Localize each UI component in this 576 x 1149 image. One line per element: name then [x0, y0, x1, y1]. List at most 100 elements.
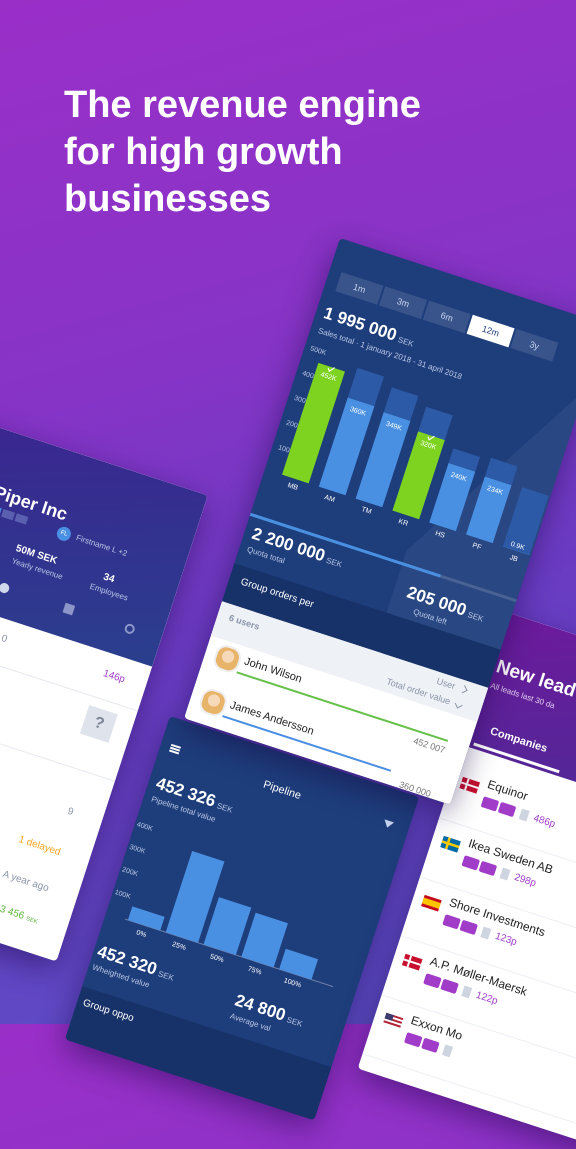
flag-icon — [420, 894, 442, 912]
value-label: 0.9K — [510, 541, 526, 552]
y-tick-label: 400K — [301, 370, 319, 382]
x-tick-label: 75% — [247, 966, 262, 977]
y-tick-label: 400K — [136, 821, 154, 833]
headline-line: businesses — [64, 178, 271, 220]
value-label: 360K — [349, 406, 367, 418]
tasks: 9 — [66, 805, 75, 819]
leads-card: New lead All leads last 30 da Companies … — [357, 612, 576, 1149]
value-label: 452K — [320, 371, 338, 383]
deal-amount: 3 456 — [0, 903, 26, 922]
flag-icon — [382, 1012, 404, 1030]
deal-unit: SEK — [25, 916, 39, 926]
badge — [442, 914, 461, 930]
flag-icon — [401, 953, 423, 971]
value-label: 234K — [486, 485, 504, 497]
headline-line: The revenue engine — [64, 84, 421, 126]
badge — [461, 855, 481, 871]
x-tick-label: 25% — [171, 941, 186, 952]
y-tick-label: 100K — [114, 889, 132, 901]
doc-icon — [518, 808, 530, 822]
delayed: 1 delayed — [17, 834, 62, 859]
pipeline-chart: 100K 200K 300K 400K 0% 25% 50% 75% 100% — [114, 821, 334, 989]
doc-icon — [461, 985, 473, 999]
lead-score: 123p — [493, 930, 519, 949]
bar — [165, 850, 225, 943]
last-activity: A year ago — [1, 868, 51, 895]
bar — [241, 912, 288, 968]
company-header — [0, 412, 208, 667]
bar — [502, 546, 530, 556]
x-tick-label: MB — [287, 482, 299, 492]
headline-line: for high growth — [64, 131, 343, 173]
unit: SEK — [156, 969, 175, 983]
value-label: 240K — [450, 472, 468, 484]
avatar — [211, 642, 244, 676]
lead-row[interactable]: A.P. Møller-Maersk 122p — [381, 939, 576, 1076]
badge — [440, 978, 459, 995]
deal-value: 3 456 SEK — [0, 904, 40, 927]
target-bar — [502, 487, 549, 556]
value-label: 320K — [419, 440, 437, 452]
x-tick-label: 0% — [135, 929, 147, 939]
count: 0 — [0, 632, 9, 646]
points: 146p — [101, 668, 127, 686]
headline: The revenue engine for high growth busin… — [64, 82, 421, 223]
bar — [282, 362, 345, 484]
badge — [478, 860, 498, 877]
flag — [460, 781, 479, 789]
x-tick-label: KR — [397, 518, 408, 528]
check-icon — [427, 435, 435, 441]
flag — [403, 958, 422, 966]
y-tick-label: 200K — [121, 866, 139, 878]
sales-card: 1m 3m 6m 12m 3y 1 995 000SEK Sales total · 1… — [183, 238, 576, 805]
badge — [459, 919, 479, 936]
y-tick-label: 200K — [285, 420, 303, 432]
badge — [423, 973, 442, 989]
badge — [480, 796, 500, 812]
badge — [403, 1032, 423, 1048]
y-tick-label: 300K — [293, 395, 311, 407]
doc-icon — [499, 867, 511, 881]
bar — [355, 412, 411, 508]
lead-row[interactable]: Equinor 486p — [438, 762, 576, 899]
pipeline-card: Pipeline 452 326SEK Pipeline total value… — [64, 716, 420, 1121]
check-icon — [327, 367, 335, 373]
unit: SEK — [325, 555, 344, 570]
doc-icon — [442, 1044, 454, 1058]
y-tick-label: 100K — [277, 444, 295, 456]
x-tick-label: JB — [509, 554, 519, 563]
x-tick-label: 100% — [283, 977, 302, 989]
flag — [421, 897, 441, 909]
bar — [466, 476, 512, 544]
lead-row[interactable]: Ikea Sweden AB 298p — [419, 821, 576, 958]
x-tick-label: TM — [360, 506, 372, 516]
sales-chart: 100K 200K 300K 400K 500K 452K MB 360K AM 349K TM 32… — [277, 345, 549, 564]
y-tick-label: 300K — [128, 844, 146, 856]
unit: SEK — [285, 1015, 304, 1029]
badge — [497, 801, 517, 818]
flag — [441, 840, 460, 849]
lead-row[interactable]: Shore Investments 123p — [400, 880, 576, 1017]
map-placeholder: ? — [79, 705, 118, 743]
x-tick-label: 50% — [209, 953, 224, 964]
value-label: 349K — [385, 421, 403, 433]
lead-score: 486p — [531, 812, 557, 831]
flag-icon — [440, 835, 461, 853]
badge — [421, 1037, 440, 1054]
x-tick-label: AM — [323, 494, 335, 504]
lead-score: 298p — [512, 871, 538, 890]
leads-list: Equinor 486p Ikea Sweden AB 298p Shore Inves… — [358, 755, 576, 1149]
x-tick-label: PF — [471, 542, 482, 551]
x-tick-label: HS — [434, 530, 446, 540]
bar — [318, 397, 375, 496]
doc-icon — [480, 926, 492, 940]
y-tick-label: 500K — [309, 345, 327, 357]
bar — [429, 463, 476, 532]
avatar — [196, 686, 230, 719]
flag-icon — [459, 776, 481, 794]
bar — [279, 948, 319, 980]
bar — [392, 431, 445, 520]
lead-score: 122p — [474, 989, 500, 1008]
